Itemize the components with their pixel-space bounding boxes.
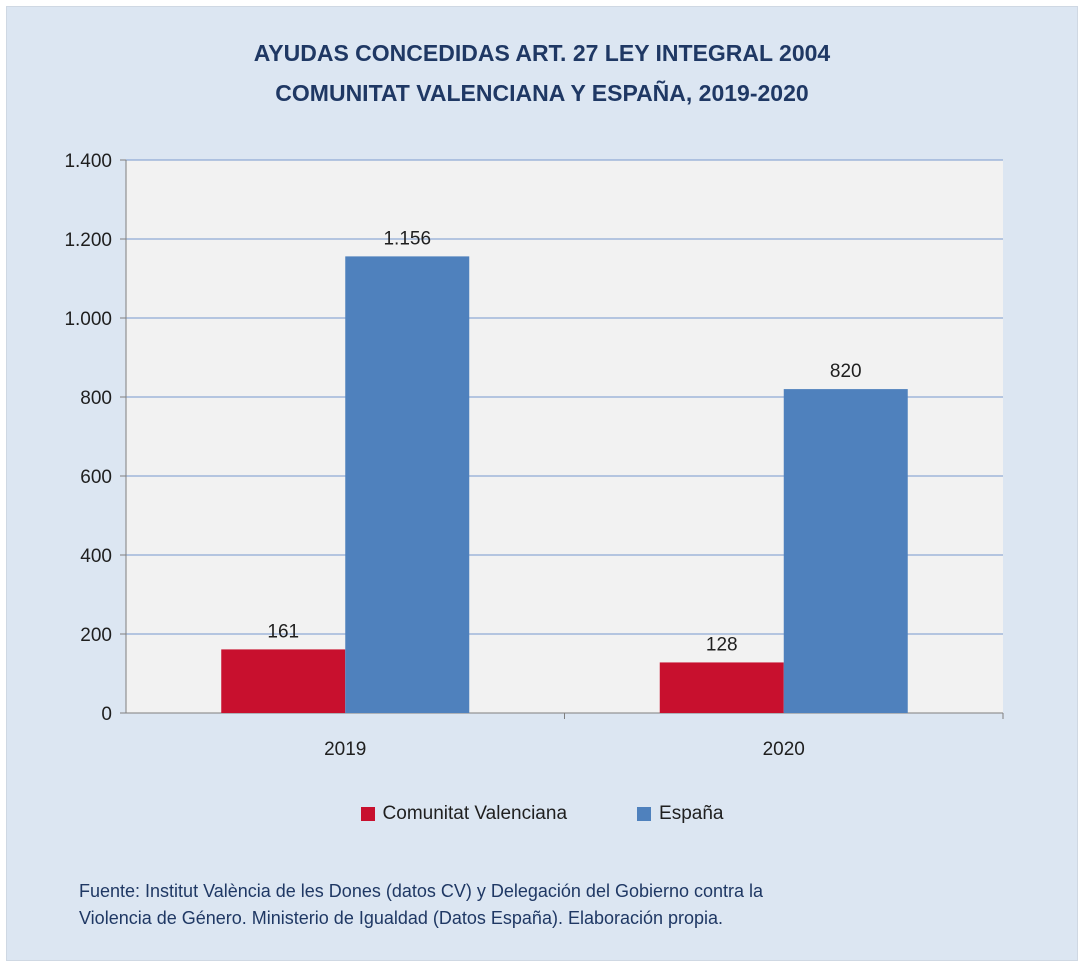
legend-item-comunitat-valenciana: Comunitat Valenciana [360,803,568,825]
data-label: 1.156 [383,228,431,249]
data-label: 128 [706,634,738,655]
source-line-1: Fuente: Institut València de les Dones (… [79,881,764,901]
bar-espa-a-2019 [345,256,470,713]
y-tick-label: 800 [80,388,112,409]
y-tick-label: 1.200 [64,230,112,251]
chart-title-line-2: COMUNITAT VALENCIANA Y ESPAÑA, 2019-2020 [275,80,809,106]
y-tick-label: 600 [80,467,112,488]
source-note: Fuente: Institut València de les Dones (… [79,878,979,932]
legend-item-espana: España [637,803,723,825]
bar-comunitat-valenciana-2019 [221,649,346,713]
data-label: 161 [267,621,299,642]
legend-swatch-comunitat-valenciana [360,807,375,821]
y-tick-label: 200 [80,625,112,646]
data-label: 820 [830,361,862,382]
y-tick-label: 1.000 [64,309,112,330]
y-tick-label: 1.400 [64,151,112,172]
chart-title-line-1: AYUDAS CONCEDIDAS ART. 27 LEY INTEGRAL 2… [253,40,831,66]
bar-espa-a-2020 [783,389,908,713]
bar-comunitat-valenciana-2020 [659,662,784,713]
legend-label-espana: España [659,803,724,824]
legend-label-comunitat-valenciana: Comunitat Valenciana [382,803,568,824]
source-line-2: Violencia de Género. Ministerio de Igual… [79,908,724,928]
y-tick-label: 400 [80,546,112,567]
x-tick-label: 2019 [324,739,366,760]
legend: Comunitat Valenciana España [0,803,1084,825]
legend-swatch-espana [637,807,652,821]
y-tick-label: 0 [101,704,112,725]
x-tick-label: 2020 [763,739,805,760]
